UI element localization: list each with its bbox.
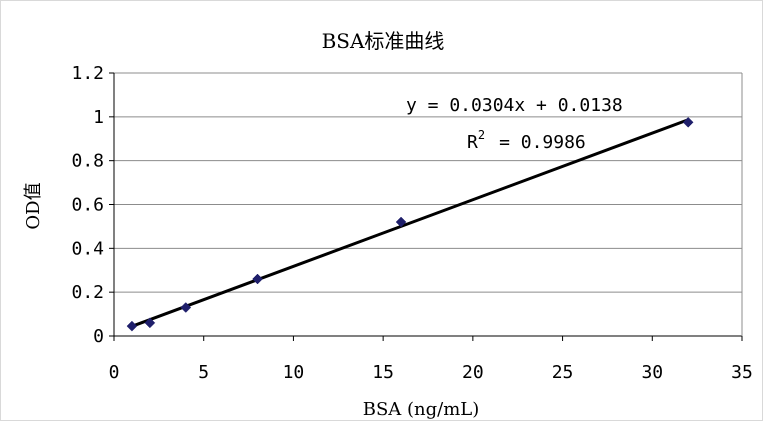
- y-tick-label: 0: [93, 326, 104, 347]
- r-squared-label: R2 = 0.9986: [467, 128, 586, 153]
- y-tick-label: 0.6: [71, 195, 104, 216]
- y-tick-label: 0.4: [71, 238, 104, 259]
- r-squared-value: = 0.9986: [499, 132, 586, 153]
- chart-title: BSA标准曲线: [322, 29, 445, 53]
- y-tick-label: 0.2: [71, 282, 104, 303]
- r-squared-superscript: 2: [478, 128, 485, 142]
- x-axis-label: BSA (ng/mL): [363, 399, 480, 420]
- trendline-equation: y = 0.0304x + 0.0138: [406, 95, 623, 116]
- axes: [109, 72, 743, 341]
- data-point: [252, 273, 263, 285]
- data-point: [144, 317, 156, 329]
- y-tick-label: 1.2: [71, 63, 104, 84]
- trendline: [131, 118, 689, 328]
- x-tick-label: 35: [731, 362, 753, 383]
- data-point: [180, 302, 192, 313]
- x-tick-label: 0: [109, 362, 120, 383]
- x-tick-label: 25: [552, 362, 574, 383]
- x-tick-label: 20: [462, 362, 484, 383]
- data-points: [126, 116, 694, 332]
- y-tick-label: 1: [93, 107, 104, 128]
- y-tick-label: 0.8: [71, 151, 104, 172]
- x-tick-label: 30: [641, 362, 663, 383]
- x-tick-label: 10: [283, 362, 305, 383]
- r-squared-prefix: R: [467, 132, 478, 153]
- x-tick-label: 15: [372, 362, 394, 383]
- grid-lines: [114, 72, 742, 293]
- x-tick-label: 5: [198, 362, 209, 383]
- data-point: [126, 320, 138, 332]
- data-point: [395, 216, 407, 228]
- trendline-path: [131, 118, 689, 328]
- tick-labels: 0 0.2 0.4 0.6 0.8 1 1.2 0 5 10 15 20 25 30 35: [71, 63, 752, 383]
- y-axis-label: OD值: [23, 182, 44, 229]
- data-point: [682, 116, 694, 128]
